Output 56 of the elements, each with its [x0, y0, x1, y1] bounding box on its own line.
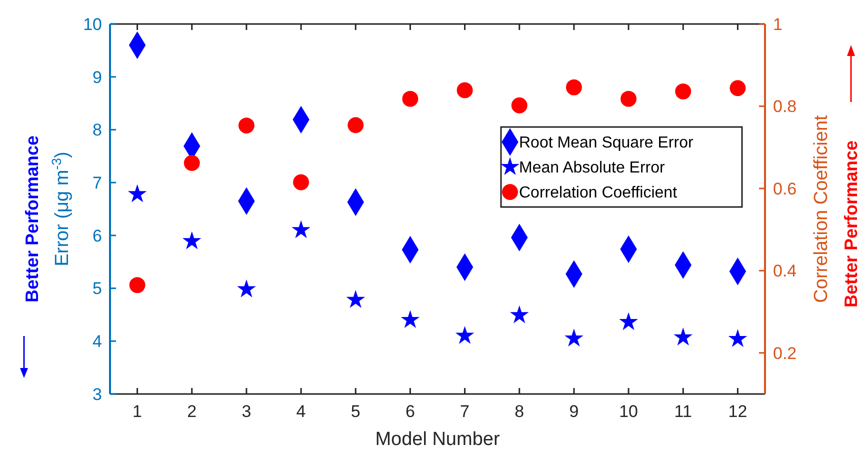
point	[620, 90, 637, 107]
point	[348, 117, 364, 134]
x-tick-label: 2	[187, 402, 197, 421]
x-tick-label: 6	[405, 402, 415, 421]
point	[675, 83, 692, 100]
y2-tick-label: 0.2	[773, 344, 797, 363]
point	[455, 326, 474, 344]
y-tick-label: 10	[83, 14, 102, 34]
legend-label: Mean Absolute Error	[519, 160, 666, 177]
x-tick-label: 10	[619, 402, 638, 421]
y2-tick-label: 0.6	[773, 179, 797, 198]
point	[566, 79, 582, 96]
text: Better Performance	[841, 140, 861, 308]
point	[730, 80, 746, 96]
x-axis-title: Model Number	[375, 429, 500, 450]
point	[184, 154, 200, 171]
point	[182, 231, 202, 250]
x-tick-label: 11	[674, 402, 692, 421]
y-tick-label: 7	[92, 174, 102, 193]
point	[510, 305, 529, 324]
point	[728, 329, 748, 348]
y-tick-label: 6	[92, 226, 102, 246]
point	[346, 290, 366, 308]
point	[400, 310, 420, 328]
x-tick-label: 8	[514, 402, 524, 421]
y-tick-label: 8	[92, 120, 102, 140]
legend-label: Root Mean Square Error	[519, 134, 694, 152]
point	[292, 220, 310, 238]
y-tick-label: 4	[92, 332, 102, 352]
point	[619, 312, 638, 330]
y2-tick-label: 0.8	[773, 97, 797, 116]
point	[402, 90, 418, 107]
x-tick-label: 9	[569, 402, 579, 421]
y2-tick-label: 0.4	[773, 262, 797, 281]
point	[456, 82, 473, 98]
x-tick-label: 7	[460, 402, 470, 421]
x-tick-label: 12	[728, 402, 748, 421]
point	[128, 184, 147, 202]
point	[237, 279, 256, 298]
x-tick-label: 1	[132, 402, 142, 421]
x-tick-label: 5	[350, 402, 360, 421]
point	[238, 118, 254, 134]
legend-label: Correlation Coefficient	[519, 184, 678, 202]
y2-axis-title: Correlation Coefficient	[811, 114, 832, 303]
y2-tick-label: 1	[773, 14, 782, 34]
x-tick-label: 4	[296, 402, 306, 421]
y-tick-label: 9	[92, 68, 102, 87]
point	[129, 277, 146, 294]
x-tick-label: 3	[242, 402, 252, 421]
text: Better Performance	[22, 135, 42, 303]
point	[564, 328, 584, 347]
point	[293, 174, 310, 190]
y-tick-label: 3	[92, 384, 102, 404]
y-tick-label: 5	[92, 279, 102, 298]
point	[511, 97, 528, 114]
point	[674, 328, 693, 346]
